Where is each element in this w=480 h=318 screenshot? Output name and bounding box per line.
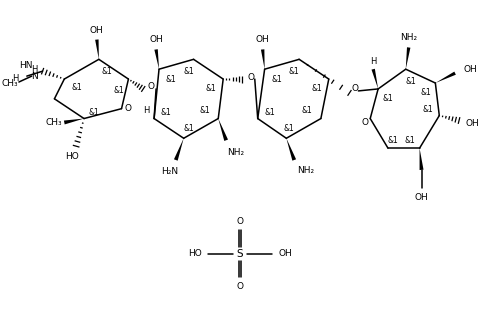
Text: H: H (143, 106, 149, 115)
Text: O: O (361, 118, 368, 127)
Polygon shape (218, 119, 228, 141)
Text: HO: HO (65, 152, 79, 161)
Text: O: O (351, 85, 358, 93)
Polygon shape (286, 138, 296, 161)
Text: O: O (147, 82, 154, 92)
Text: &1: &1 (405, 77, 415, 86)
Text: HN: HN (19, 61, 33, 70)
Text: &1: &1 (183, 124, 193, 133)
Text: H: H (369, 57, 375, 66)
Polygon shape (174, 138, 183, 161)
Text: &1: &1 (205, 85, 216, 93)
Text: &1: &1 (72, 83, 83, 93)
Polygon shape (95, 39, 98, 59)
Text: NH₂: NH₂ (399, 33, 417, 42)
Polygon shape (64, 119, 84, 124)
Text: OH: OH (149, 35, 163, 44)
Text: &1: &1 (165, 74, 176, 84)
Text: OH: OH (465, 119, 479, 128)
Text: CH₃: CH₃ (46, 118, 62, 127)
Text: H: H (12, 73, 18, 83)
Polygon shape (260, 49, 264, 69)
Text: OH: OH (414, 193, 428, 202)
Text: HO: HO (187, 249, 201, 258)
Text: OH: OH (255, 35, 269, 44)
Text: N: N (31, 72, 38, 80)
Polygon shape (371, 69, 377, 89)
Text: &1: &1 (404, 136, 414, 145)
Text: O: O (236, 217, 243, 226)
Text: H₂N: H₂N (161, 167, 178, 176)
Text: OH: OH (278, 249, 292, 258)
Text: &1: &1 (382, 94, 393, 103)
Text: &1: &1 (283, 124, 294, 133)
Polygon shape (405, 47, 409, 69)
Text: CH₃: CH₃ (2, 80, 18, 88)
Text: &1: &1 (421, 105, 432, 114)
Text: NH₂: NH₂ (297, 166, 314, 175)
Text: &1: &1 (419, 88, 430, 97)
Text: &1: &1 (101, 67, 112, 76)
Text: NH₂: NH₂ (227, 148, 244, 156)
Text: OH: OH (90, 26, 104, 35)
Text: &1: &1 (199, 106, 209, 115)
Text: OH: OH (462, 65, 476, 74)
Polygon shape (419, 148, 422, 170)
Text: O: O (247, 73, 254, 82)
Polygon shape (154, 49, 159, 69)
Text: &1: &1 (88, 108, 99, 117)
Text: &1: &1 (288, 67, 299, 76)
Text: &1: &1 (160, 108, 171, 117)
Text: &1: &1 (183, 67, 193, 76)
Text: &1: &1 (271, 74, 281, 84)
Text: O: O (125, 104, 132, 113)
Polygon shape (434, 72, 455, 83)
Text: &1: &1 (387, 136, 397, 145)
Text: O: O (236, 282, 243, 291)
Text: &1: &1 (301, 106, 312, 115)
Text: &1: &1 (311, 85, 322, 93)
Text: &1: &1 (113, 86, 124, 95)
Text: H: H (31, 65, 38, 74)
Text: &1: &1 (264, 108, 275, 117)
Text: S: S (236, 249, 243, 259)
